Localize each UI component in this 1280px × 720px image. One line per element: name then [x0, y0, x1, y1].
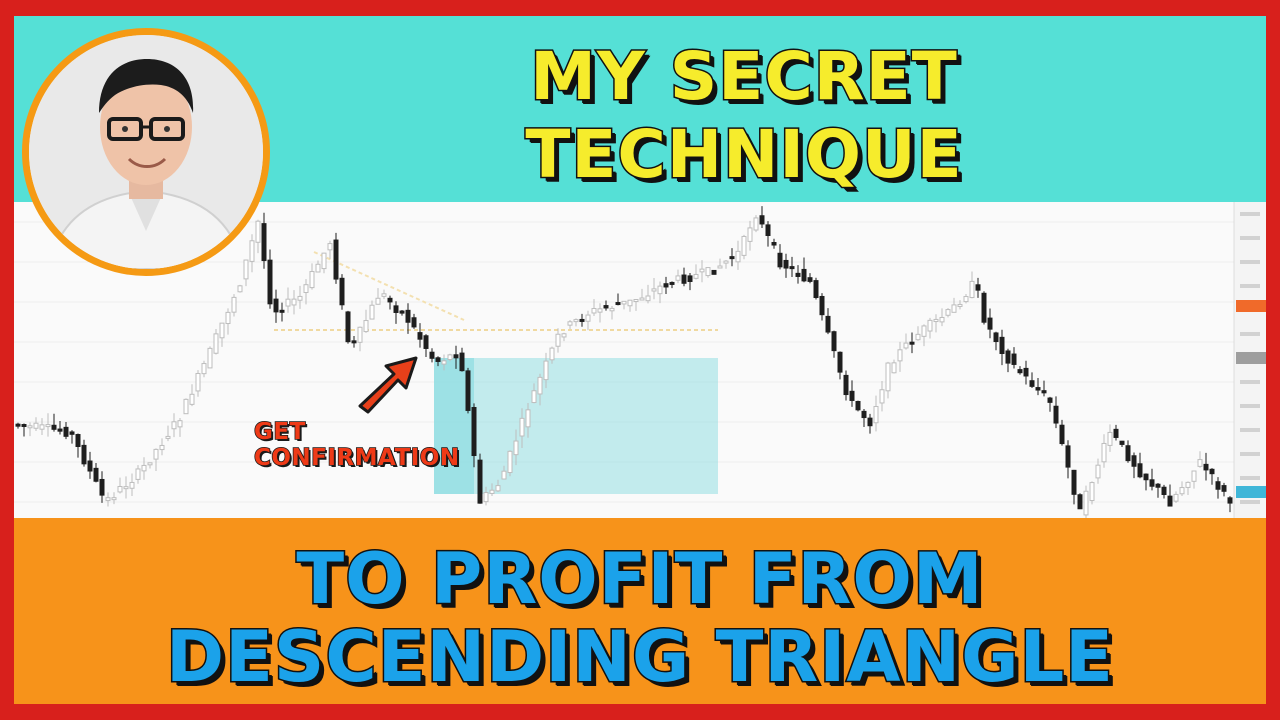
- headline-top-line-1: MY SECRET: [529, 38, 958, 115]
- headline-bottom-line-1: TO PROFIT FROM: [295, 538, 984, 620]
- callout-line-2: CONFIRMATION: [253, 444, 460, 471]
- price-chart: [14, 202, 1266, 518]
- arrow-up-right-icon: [354, 354, 424, 414]
- candlestick-chart: [14, 202, 1266, 518]
- presenter-avatar: [22, 28, 270, 276]
- headline-bottom-line-2: DESCENDING TRIANGLE: [164, 616, 1114, 698]
- bottom-banner: [14, 518, 1266, 704]
- callout-line-1: GET: [253, 418, 306, 445]
- thumbnail-frame: MY SECRET TECHNIQUE TO PROFIT FROM DESCE…: [14, 16, 1266, 704]
- presenter-portrait: [29, 35, 263, 269]
- headline-top-line-2: TECHNIQUE: [524, 116, 963, 193]
